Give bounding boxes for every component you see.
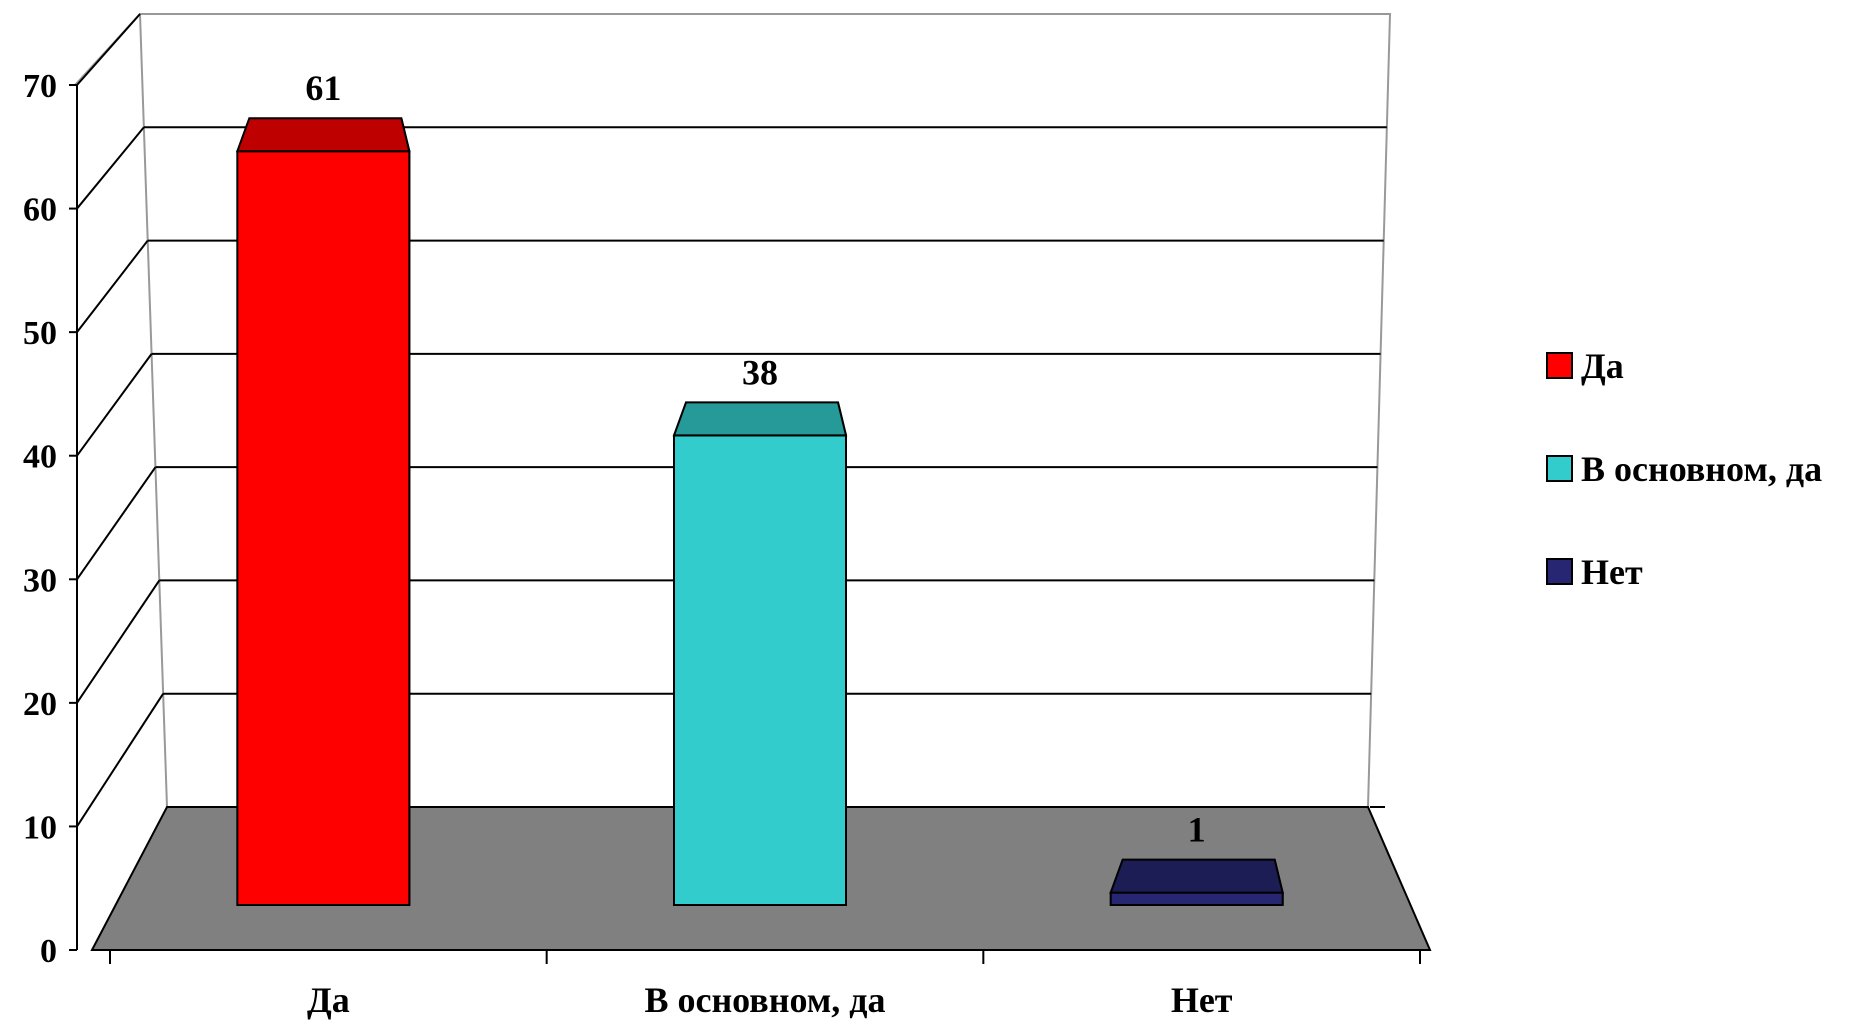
data-label-0: 61 (305, 68, 341, 108)
bar-0 (236, 150, 411, 906)
bar-1 (673, 434, 847, 906)
y-tick-label-70: 70 (23, 68, 57, 105)
gridline-left-20 (76, 579, 161, 704)
legend-swatch-0 (1546, 352, 1573, 379)
y-tick-label-30: 30 (23, 562, 57, 599)
legend-label-0: Да (1581, 346, 1624, 386)
gridline-left-10 (76, 693, 164, 827)
gridline-left-60 (76, 126, 145, 210)
y-tick-label-60: 60 (23, 192, 57, 229)
legend-swatch-1 (1546, 455, 1573, 482)
bar-top-0 (235, 117, 411, 153)
gridline-left-70 (76, 13, 141, 86)
y-tick-label-50: 50 (23, 315, 57, 352)
gridline-left-30 (76, 466, 157, 580)
bar-top-1 (672, 401, 848, 437)
x-category-label-2: Нет (1171, 980, 1233, 1020)
y-tick-label-20: 20 (23, 686, 57, 723)
y-tick-label-40: 40 (23, 439, 57, 476)
data-label-1: 38 (742, 352, 778, 392)
bar-2 (1109, 891, 1284, 907)
legend-swatch-2 (1546, 558, 1573, 585)
y-tick-label-0: 0 (40, 933, 57, 970)
y-tick-label-10: 10 (23, 809, 57, 846)
data-label-2: 1 (1188, 810, 1206, 850)
back-wall-frame (138, 13, 1392, 808)
legend-label-2: Нет (1581, 552, 1643, 592)
gridline-left-50 (76, 239, 149, 333)
x-category-label-1: В основном, да (644, 980, 885, 1020)
axes (69, 84, 1430, 964)
bar-top-2 (1109, 858, 1284, 894)
legend: Да В основном, да Нет (1546, 346, 1822, 592)
gridline-left-40 (76, 353, 153, 457)
bars (235, 117, 1284, 907)
labels: 0 10 20 30 40 50 60 70 Да В основном, да Нет 61 38 1 (23, 68, 1233, 1020)
legend-label-1: В основном, да (1581, 449, 1822, 489)
x-category-label-0: Да (307, 980, 350, 1020)
